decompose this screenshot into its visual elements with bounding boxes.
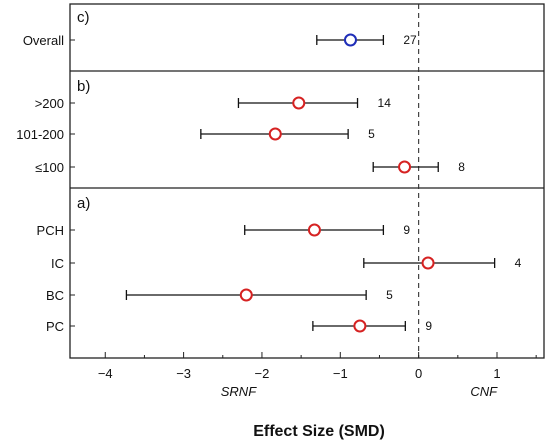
forest-row: BC 5 <box>46 288 393 303</box>
row-label: BC <box>46 288 64 303</box>
x-tick-label: 0 <box>415 366 422 381</box>
x-tick-label: −3 <box>176 366 191 381</box>
x-tick-label: 1 <box>493 366 500 381</box>
mean-marker <box>268 127 282 141</box>
sample-size-label: 4 <box>515 256 522 270</box>
row-label: 101-200 <box>16 127 64 142</box>
panel-tag: a) <box>77 195 90 212</box>
mean-marker <box>292 96 306 110</box>
sample-size-label: 5 <box>368 127 375 141</box>
x-tick-label: −2 <box>255 366 270 381</box>
sample-size-label: 9 <box>403 223 410 237</box>
mean-marker <box>343 33 357 47</box>
row-label: >200 <box>35 96 64 111</box>
x-axis-title: Effect Size (SMD) <box>253 423 385 440</box>
forest-row: PCH 9 <box>37 223 411 238</box>
panel-tag: c) <box>77 9 90 26</box>
x-tick-label: −4 <box>98 366 113 381</box>
panel-b: b) >200 14 101-200 5 ≤100 8 <box>16 78 465 175</box>
panel-tag: b) <box>77 78 90 95</box>
x-tick-label: −1 <box>333 366 348 381</box>
row-label: ≤100 <box>35 160 64 175</box>
forest-row: >200 14 <box>35 96 392 111</box>
forest-row: ≤100 8 <box>35 160 465 175</box>
mean-marker <box>239 288 253 302</box>
row-label: IC <box>51 256 64 271</box>
mean-marker <box>421 256 435 270</box>
panel-c: c) Overall 27 <box>23 9 417 48</box>
srnf-note: SRNF <box>221 384 257 399</box>
row-label: PC <box>46 319 64 334</box>
forest-row: IC 4 <box>51 256 522 271</box>
mean-marker <box>353 319 367 333</box>
row-label: PCH <box>37 223 64 238</box>
plot-border <box>69 3 545 359</box>
cnf-note: CNF <box>470 384 498 399</box>
forest-row: 101-200 5 <box>16 127 375 142</box>
forest-row: PC 9 <box>46 319 432 334</box>
sample-size-label: 8 <box>458 160 465 174</box>
sample-size-label: 14 <box>378 96 392 110</box>
sample-size-label: 5 <box>386 288 393 302</box>
rows-layer: c) Overall 27 b) >200 14 101-200 5 ≤100 8 a) PCH 9 IC… <box>16 9 521 334</box>
mean-marker <box>307 223 321 237</box>
panel-a: a) PCH 9 IC 4 BC 5 PC 9 <box>37 195 522 334</box>
x-axis: −4 −3 −2 −1 0 1 SRNF CNF <box>98 352 537 399</box>
forest-row: Overall 27 <box>23 33 417 48</box>
sample-size-label: 9 <box>425 319 432 333</box>
plot-frame <box>69 3 545 359</box>
sample-size-label: 27 <box>403 33 417 47</box>
row-label: Overall <box>23 33 64 48</box>
mean-marker <box>398 160 412 174</box>
